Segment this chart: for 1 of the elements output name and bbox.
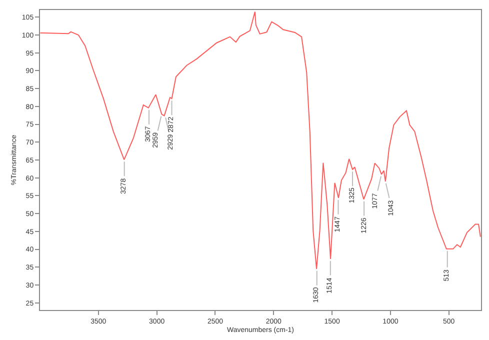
line-series: [40, 11, 481, 270]
